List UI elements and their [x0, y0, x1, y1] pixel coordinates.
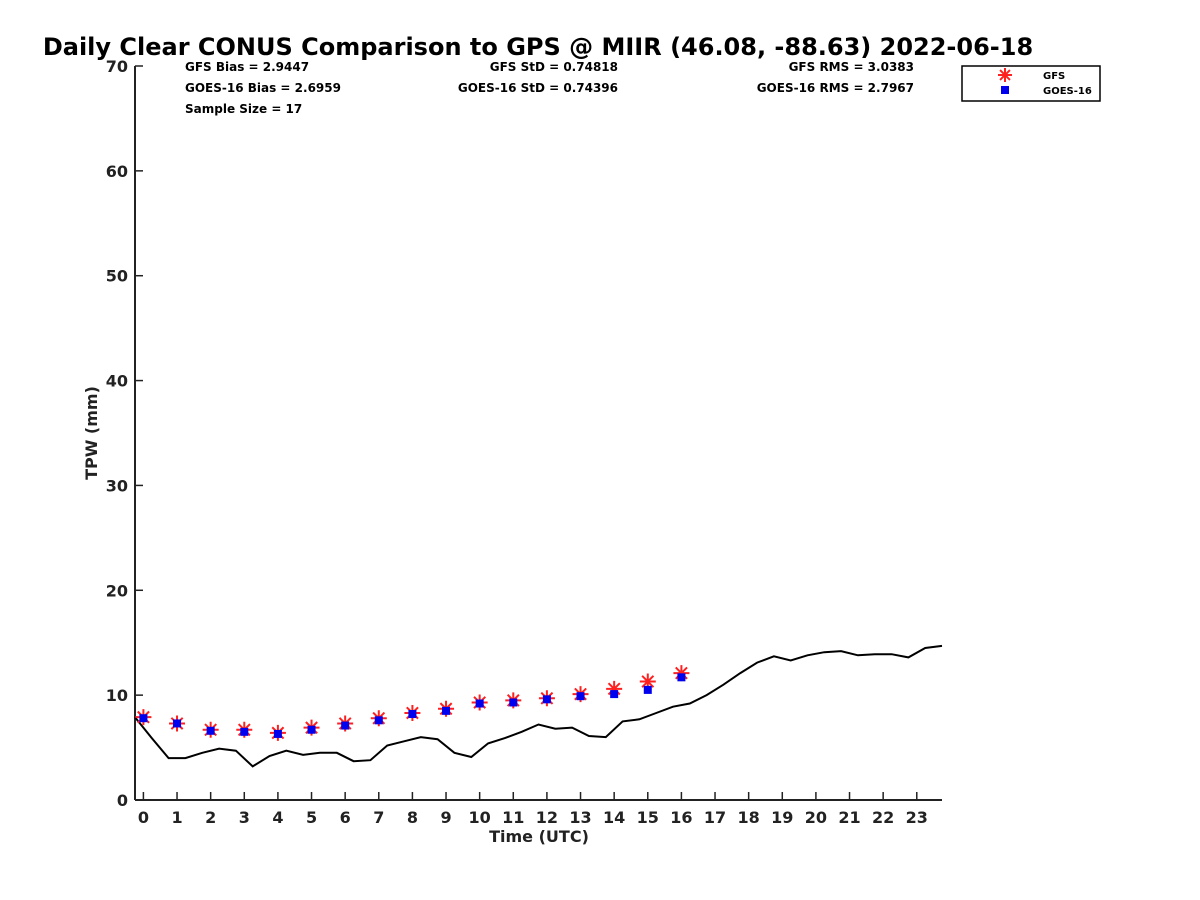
- series-layer: [134, 644, 943, 768]
- stat-goes-rms: GOES-16 RMS = 2.7967: [757, 81, 914, 95]
- y-tick-label: 20: [106, 581, 128, 600]
- legend: GFS GOES-16: [961, 65, 1101, 102]
- goes16-point: [240, 727, 249, 736]
- x-tick-label: 6: [340, 808, 351, 827]
- goes16-point: [677, 673, 686, 682]
- x-tick-label: 20: [805, 808, 827, 827]
- legend-goes-square-icon: [1001, 86, 1009, 94]
- legend-box: [961, 65, 1101, 102]
- stat-goes-std: GOES-16 StD = 0.74396: [458, 81, 618, 95]
- gps-series-line: [134, 644, 943, 768]
- stat-gfs-std: GFS StD = 0.74818: [490, 60, 618, 74]
- goes16-point: [610, 690, 619, 699]
- stat-gfs-rms: GFS RMS = 3.0383: [789, 60, 914, 74]
- x-tick-label: 17: [704, 808, 726, 827]
- x-tick-label: 21: [838, 808, 860, 827]
- goes16-point: [307, 725, 316, 734]
- goes16-point: [139, 714, 148, 723]
- x-tick-label: 18: [738, 808, 760, 827]
- stat-gfs-bias: GFS Bias = 2.9447: [185, 60, 309, 74]
- y-axis-label: TPW (mm): [82, 386, 101, 480]
- y-tick-label: 30: [106, 476, 128, 495]
- goes16-point: [173, 719, 182, 728]
- x-tick-label: 8: [407, 808, 418, 827]
- gfs-point: [673, 665, 690, 682]
- y-tick-label: 10: [106, 686, 128, 705]
- stat-goes-bias: GOES-16 Bias = 2.6959: [185, 81, 341, 95]
- x-tick-label: 11: [502, 808, 524, 827]
- x-tick-label: 5: [306, 808, 317, 827]
- x-tick-label: 15: [637, 808, 659, 827]
- x-axis-label: Time (UTC): [489, 827, 589, 846]
- x-tick-label: 12: [536, 808, 558, 827]
- x-tick-label: 16: [670, 808, 692, 827]
- goes16-point: [442, 706, 451, 715]
- y-tick-label: 60: [106, 162, 128, 181]
- y-tick-label: 0: [117, 791, 128, 810]
- x-tick-label: 9: [440, 808, 451, 827]
- goes16-point: [341, 721, 350, 730]
- x-tick-label: 4: [272, 808, 283, 827]
- legend-gfs-star-icon: [998, 68, 1012, 82]
- goes16-point: [643, 685, 652, 694]
- goes16-point: [206, 726, 215, 735]
- x-tick-label: 7: [373, 808, 384, 827]
- x-tick-label: 10: [469, 808, 491, 827]
- y-tick-label: 40: [106, 372, 128, 391]
- goes16-point: [576, 692, 585, 701]
- x-tick-label: 19: [771, 808, 793, 827]
- x-tick-label: 23: [906, 808, 928, 827]
- chart-title: Daily Clear CONUS Comparison to GPS @ MI…: [43, 33, 1033, 61]
- x-tick-label: 0: [138, 808, 149, 827]
- goes16-point: [475, 699, 484, 708]
- x-tick-label: 2: [205, 808, 216, 827]
- legend-label-goes16: GOES-16: [1043, 86, 1092, 97]
- x-tick-label: 3: [239, 808, 250, 827]
- gfs-point: [639, 673, 656, 690]
- goes16-point: [374, 716, 383, 725]
- x-tick-label: 22: [872, 808, 894, 827]
- legend-label-gfs: GFS: [1043, 71, 1065, 82]
- goes16-point: [542, 695, 551, 704]
- goes16-point: [408, 710, 417, 719]
- goes16-point: [273, 729, 282, 738]
- x-tick-label: 13: [569, 808, 591, 827]
- gfs-point: [606, 680, 623, 697]
- x-tick-label: 1: [171, 808, 182, 827]
- y-tick-label: 70: [106, 57, 128, 76]
- stat-sample-size: Sample Size = 17: [185, 102, 302, 116]
- x-tick-label: 14: [603, 808, 625, 827]
- y-tick-label: 50: [106, 267, 128, 286]
- goes16-point: [509, 698, 518, 707]
